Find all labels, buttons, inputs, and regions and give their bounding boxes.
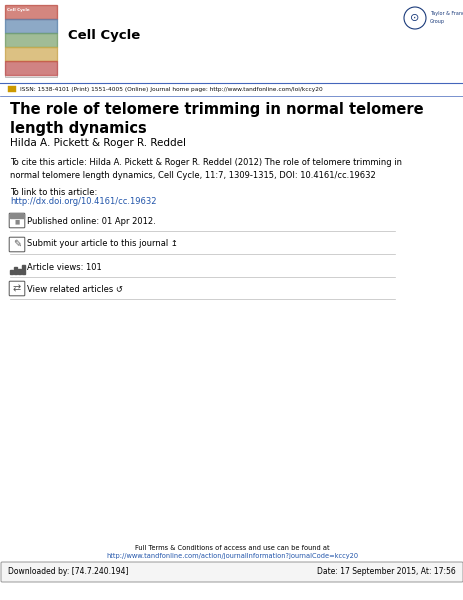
- Bar: [5, 33, 57, 47]
- Bar: [10, 214, 24, 218]
- FancyBboxPatch shape: [9, 213, 25, 228]
- Text: ⊙: ⊙: [409, 13, 419, 23]
- Text: ✎: ✎: [13, 239, 21, 249]
- Text: ■: ■: [14, 220, 19, 224]
- FancyBboxPatch shape: [9, 237, 25, 252]
- Text: Published online: 01 Apr 2012.: Published online: 01 Apr 2012.: [27, 217, 156, 226]
- Text: Hilda A. Pickett & Roger R. Reddel: Hilda A. Pickett & Roger R. Reddel: [10, 138, 186, 148]
- Bar: [5, 61, 57, 75]
- Bar: [5, 5, 57, 77]
- Text: Group: Group: [429, 19, 444, 23]
- Text: ISSN: 1538-4101 (Print) 1551-4005 (Online) Journal home page: http://www.tandfon: ISSN: 1538-4101 (Print) 1551-4005 (Onlin…: [20, 86, 322, 91]
- Text: ⇄: ⇄: [13, 283, 21, 293]
- Text: Taylor & Francis: Taylor & Francis: [429, 11, 463, 16]
- Text: The role of telomere trimming in normal telomere
length dynamics: The role of telomere trimming in normal …: [10, 102, 423, 136]
- Circle shape: [403, 7, 425, 29]
- Bar: [5, 5, 57, 19]
- Bar: [5, 19, 57, 33]
- Text: Cell Cycle: Cell Cycle: [7, 8, 30, 12]
- Text: Submit your article to this journal ↥: Submit your article to this journal ↥: [27, 239, 177, 248]
- Text: Date: 17 September 2015, At: 17:56: Date: 17 September 2015, At: 17:56: [317, 568, 455, 577]
- Text: http://www.tandfonline.com/action/journalInformation?journalCode=kccy20: http://www.tandfonline.com/action/journa…: [106, 553, 357, 559]
- Bar: [18, 269, 21, 274]
- Text: To cite this article: Hilda A. Pickett & Roger R. Reddel (2012) The role of telo: To cite this article: Hilda A. Pickett &…: [10, 158, 401, 179]
- Text: http://dx.doi.org/10.4161/cc.19632: http://dx.doi.org/10.4161/cc.19632: [10, 197, 156, 206]
- Bar: [22, 265, 25, 274]
- FancyBboxPatch shape: [1, 562, 462, 582]
- Bar: [10, 270, 13, 274]
- Text: View related articles ↺: View related articles ↺: [27, 286, 123, 295]
- Bar: [8, 86, 16, 92]
- Text: To link to this article:: To link to this article:: [10, 188, 97, 197]
- Text: Full Terms & Conditions of access and use can be found at: Full Terms & Conditions of access and us…: [134, 545, 329, 551]
- Text: Cell Cycle: Cell Cycle: [68, 28, 140, 41]
- Text: Article views: 101: Article views: 101: [27, 263, 101, 271]
- Bar: [5, 47, 57, 61]
- Text: Downloaded by: [74.7.240.194]: Downloaded by: [74.7.240.194]: [8, 568, 128, 577]
- FancyBboxPatch shape: [9, 281, 25, 296]
- Bar: [14, 267, 17, 274]
